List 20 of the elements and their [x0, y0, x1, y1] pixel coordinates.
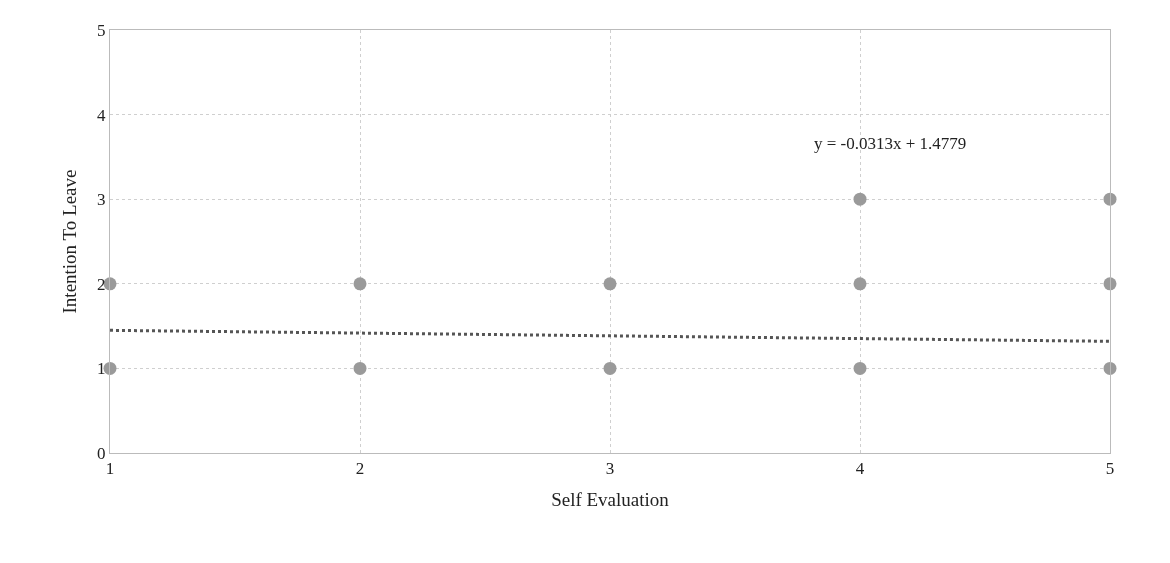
y-axis-title: Intention To Leave — [58, 169, 80, 314]
x-axis-title: Self Evaluation — [551, 489, 670, 511]
x-tick-label: 3 — [605, 459, 615, 479]
y-tick-label: 2 — [97, 274, 106, 294]
y-tick-label: 3 — [97, 190, 106, 210]
point — [603, 277, 617, 291]
x-tick-label: 5 — [1105, 459, 1115, 479]
y-tick-label: 0 — [97, 443, 106, 463]
point — [603, 361, 617, 375]
x-tick-label: 2 — [355, 459, 365, 479]
y-tick-label: 4 — [97, 105, 107, 125]
point — [853, 277, 867, 291]
annotation: y = -0.0313x + 1.4779 — [814, 134, 967, 153]
y-tick-label: 1 — [97, 359, 106, 379]
point — [853, 192, 867, 206]
point — [353, 277, 367, 291]
x-tick-label: 4 — [855, 459, 865, 479]
point — [853, 361, 867, 375]
y-tick-label: 5 — [97, 20, 106, 40]
point — [353, 361, 367, 375]
